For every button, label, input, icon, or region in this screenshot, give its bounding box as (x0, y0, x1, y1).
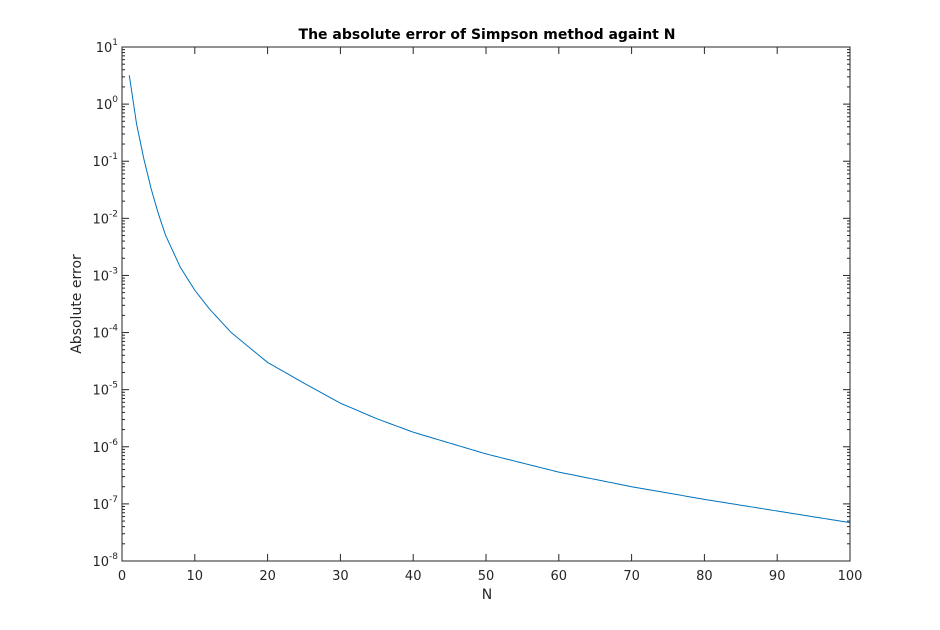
axes-box (121, 46, 851, 562)
y-axis-label: Absolute error (69, 254, 85, 354)
x-tick-label: 10 (187, 569, 204, 584)
x-tick-label: 80 (696, 569, 713, 584)
y-tick-label: 10-1 (92, 152, 118, 170)
y-tick-label: 10-2 (92, 209, 118, 227)
y-tick-label: 101 (96, 38, 118, 56)
y-tick-label: 100 (96, 95, 119, 113)
series-line (128, 75, 851, 524)
y-tick-label: 10-6 (92, 438, 118, 456)
x-tick-label: 70 (623, 569, 640, 584)
series-layer (128, 75, 851, 524)
x-tick-label: 60 (551, 569, 568, 584)
x-tick-label: 40 (405, 569, 422, 584)
y-tick-label: 10-3 (92, 266, 118, 284)
chart-title: The absolute error of Simpson method aga… (299, 27, 676, 43)
y-tick-label: 10-5 (92, 381, 118, 399)
y-tick-label: 10-8 (92, 552, 118, 570)
x-tick-label: 0 (118, 569, 126, 584)
x-tick-label: 20 (259, 569, 276, 584)
axis-ticks: 0 10 20 30 40 50 60 70 80 90 100 101 100 10-1 10-2 10-3… (92, 38, 862, 584)
y-tick-label: 10-4 (92, 324, 118, 342)
x-axis-label: N (482, 587, 492, 603)
x-tick-label: 50 (478, 569, 495, 584)
x-tick-label: 30 (332, 569, 349, 584)
x-tick-label: 100 (838, 569, 863, 584)
y-tick-label: 10-7 (92, 495, 118, 513)
x-tick-label: 90 (769, 569, 786, 584)
